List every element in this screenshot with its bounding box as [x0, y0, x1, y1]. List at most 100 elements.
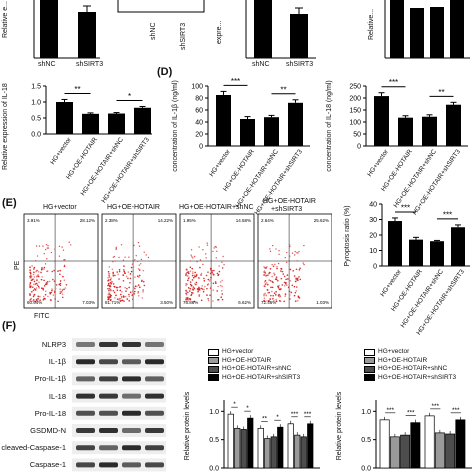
flow-event-dot: [121, 291, 123, 293]
flow-event-dot: [275, 248, 277, 250]
flow-event-dot: [209, 267, 212, 270]
flow-event-dot: [43, 252, 45, 255]
legend-swatch: [208, 374, 219, 382]
flow-event-dot: [29, 283, 31, 286]
flow-event-dot: [203, 280, 206, 282]
protein-sig-label: ***: [431, 403, 439, 410]
flow-event-dot: [294, 280, 297, 283]
top-blot-lane-1: shNC: [150, 22, 157, 40]
flow-event-dot: [36, 255, 39, 257]
il18-concentration-ytick-label: 200: [349, 96, 361, 103]
flow-event-dot: [186, 271, 188, 274]
flow-event-dot: [29, 294, 31, 296]
flow-event-dot: [132, 266, 135, 268]
flow-event-dot: [124, 295, 127, 298]
flow-event-dot: [283, 300, 285, 303]
flow-event-dot: [269, 298, 271, 300]
western-label: NLRP3: [41, 340, 66, 349]
flow-event-dot: [210, 273, 213, 275]
flow-event-dot: [278, 300, 281, 302]
il18-expression-bar: [134, 107, 151, 134]
flow-event-dot: [108, 276, 111, 279]
flow-event-dot: [127, 271, 130, 273]
flow-event-dot: [135, 254, 137, 257]
flow-event-dot: [125, 290, 127, 292]
flow-event-dot: [273, 292, 276, 294]
flow-event-dot: [274, 263, 276, 266]
flow-event-dot: [116, 271, 119, 273]
flow-event-dot: [193, 274, 196, 277]
flow-event-dot: [137, 292, 139, 294]
il18-concentration-bar: [374, 96, 389, 146]
flow-event-dot: [287, 286, 290, 289]
western-label: Caspase-1: [29, 460, 66, 470]
flow-event-dot: [187, 298, 190, 301]
flow-event-dot: [120, 299, 122, 302]
flow-event-dot: [33, 268, 35, 270]
legend-text: HG+OE-HOTAIR+shSIRT3: [222, 373, 301, 381]
flow-event-dot: [191, 291, 193, 294]
flow-event-dot: [62, 275, 64, 278]
flow-event-dot: [58, 255, 61, 257]
flow-title-4b: +shSIRT3: [271, 206, 303, 213]
flow-event-dot: [134, 259, 136, 261]
flow-event-dot: [198, 289, 201, 291]
flow-event-dot: [107, 298, 109, 301]
flow-event-dot: [47, 244, 49, 247]
flow-event-dot: [280, 267, 282, 270]
flow-event-dot: [110, 282, 113, 285]
il18-concentration-ytick-label: 100: [349, 120, 361, 127]
flow-event-dot: [143, 284, 146, 287]
legend-swatch: [364, 348, 375, 356]
flow-event-dot: [217, 298, 220, 301]
flow-event-dot: [297, 295, 300, 298]
flow-event-dot: [50, 251, 53, 254]
flow-event-dot: [121, 299, 124, 302]
flow-event-dot: [122, 279, 125, 282]
flow-event-dot: [209, 287, 212, 289]
flow-event-dot: [263, 274, 265, 276]
flow-event-dot: [34, 260, 37, 262]
flow-event-dot: [57, 300, 59, 303]
flow-event-dot: [196, 261, 198, 263]
flow-event-dot: [298, 297, 301, 299]
flow-event-dot: [276, 265, 278, 268]
legend-text: HG+vector: [222, 348, 254, 355]
pyroptosis-bar: [451, 227, 465, 266]
flow-event-dot: [30, 297, 33, 300]
flow-event-dot: [274, 294, 277, 296]
flow-event-dot: [200, 299, 203, 302]
flow-event-dot: [293, 285, 296, 288]
il1b-concentration-ytick-label: 0: [199, 144, 203, 151]
flow-event-dot: [143, 251, 145, 253]
flow-event-dot: [118, 268, 121, 271]
flow-event-dot: [39, 299, 41, 301]
western-band: [122, 462, 141, 468]
flow-event-dot: [137, 294, 140, 297]
flow-event-dot: [203, 288, 205, 291]
flow-event-dot: [49, 299, 52, 301]
protein-bar: [234, 427, 241, 469]
flow-quadrant-value: 14.22%: [158, 218, 173, 223]
flow-event-dot: [206, 287, 208, 290]
protein-bar: [264, 438, 271, 469]
flow-plots-svg: 3.91% 28.12% 60.94% 7.03% 2.38% 14.22% 81.71% 3…: [23, 213, 332, 309]
flow-event-dot: [291, 284, 294, 287]
flow-event-dot: [296, 252, 298, 254]
panel-label-e: (E): [2, 197, 17, 209]
legend-swatch: [364, 374, 375, 382]
flow-event-dot: [137, 284, 140, 286]
flow-event-dot: [201, 285, 203, 287]
flow-event-dot: [138, 264, 140, 266]
top-blot-lane-2: shSIRT3: [180, 22, 187, 50]
protein-bar: [257, 427, 264, 469]
flow-event-dot: [40, 278, 43, 281]
flow-event-dot: [192, 271, 194, 273]
flow-event-dot: [271, 280, 274, 283]
flow-event-dot: [272, 294, 274, 297]
western-band: [99, 376, 118, 382]
flow-event-dot: [302, 262, 304, 264]
flow-event-dot: [117, 273, 119, 276]
flow-event-dot: [266, 300, 268, 302]
flow-event-dot: [37, 274, 39, 276]
